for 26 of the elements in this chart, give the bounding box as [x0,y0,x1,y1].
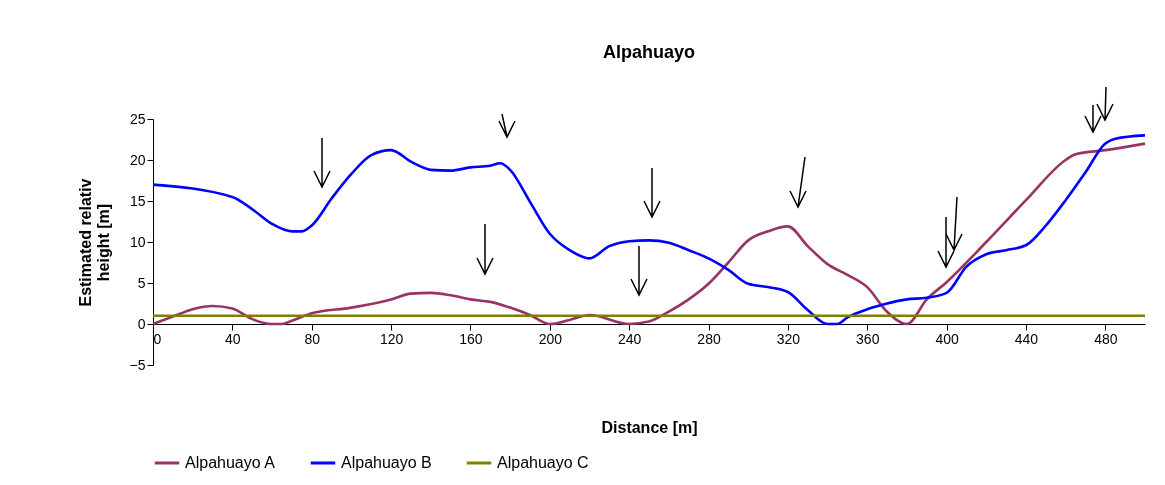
x-tick-label: 120 [379,330,404,347]
y-axis-title: Estimated relativ height [m] [76,178,112,307]
x-tick-label: 0 [153,330,162,347]
y-tick-label: −5 [129,356,146,373]
y-tick-label: 15 [129,192,146,209]
y-tick-label: 25 [129,110,146,127]
x-tick-label: 360 [856,330,880,347]
legend-label: Alpahuayo B [341,454,432,471]
y-tick-label: 0 [137,315,146,332]
x-tick-label: 320 [776,330,801,347]
legend-label: Alpahuayo C [497,454,589,471]
chart-title: Alpahuayo [602,42,696,62]
legend-label: Alpahuayo A [185,454,276,471]
x-tick-label: 480 [1094,330,1118,347]
x-tick-label: 160 [459,330,483,347]
x-tick-label: 440 [1014,330,1039,347]
x-tick-label: 240 [617,330,642,347]
x-tick-label: 200 [538,330,563,347]
x-tick-label: 40 [225,330,241,347]
x-tick-label: 280 [697,330,721,347]
x-tick-label: 80 [304,330,321,347]
y-tick-label: 20 [129,151,146,168]
x-axis-title: Distance [m] [601,418,698,436]
x-tick-label: 400 [935,330,959,347]
y-tick-label: 10 [129,233,146,250]
y-tick-label: 5 [137,274,146,291]
